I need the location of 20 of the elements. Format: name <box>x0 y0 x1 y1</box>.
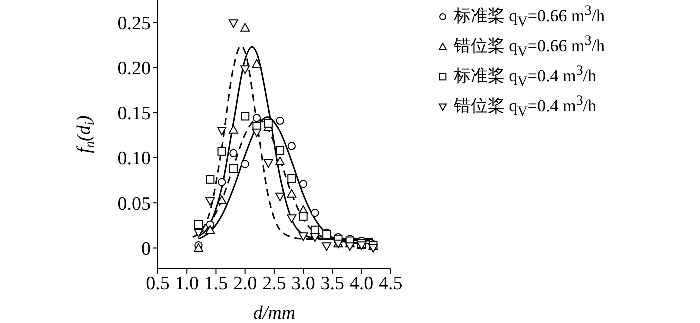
legend-label: 标准桨 q$_{V}$=0.4 m$^{3}$/h <box>454 62 596 92</box>
x-tick-label: 0.5 <box>146 273 170 294</box>
x-axis-title: d/mm <box>253 303 296 323</box>
y-tick-label: 0 <box>142 238 151 260</box>
x-tick-label: 4.0 <box>350 273 374 294</box>
x-tick-label: 4.5 <box>379 273 403 294</box>
x-tick-label: 2.0 <box>233 273 258 294</box>
x-tick-label: 3.5 <box>320 273 345 294</box>
y-tick-label: 0.20 <box>118 58 151 80</box>
x-tick-label: 2.5 <box>262 273 286 294</box>
x-tick-label: 3.0 <box>292 273 316 294</box>
x-tick-label: 1.5 <box>204 273 228 294</box>
legend-label: 标准桨 q$_{V}$=0.66 m$^{3}$/h <box>454 2 605 32</box>
legend-label: 错位桨 q$_{V}$=0.4 m$^{3}$/h <box>454 92 596 122</box>
legend-label: 错位桨 q$_{V}$=0.66 m$^{3}$/h <box>454 32 605 62</box>
y-tick-label: 0.10 <box>118 148 151 170</box>
y-tick-label: 0.15 <box>118 104 151 125</box>
x-tick-label: 1.0 <box>175 273 199 294</box>
y-tick-label: 0.25 <box>118 13 151 34</box>
y-tick-label: 0.05 <box>118 194 151 215</box>
